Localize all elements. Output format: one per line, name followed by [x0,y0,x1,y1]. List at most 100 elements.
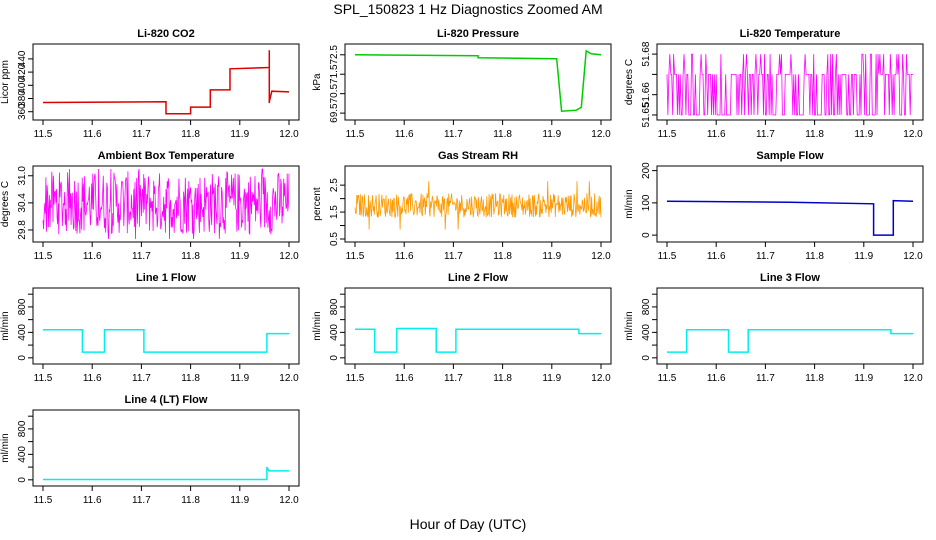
x-tick-label: 11.5 [34,129,53,140]
y-axis-label: ml/min [624,189,635,218]
x-tick-label: 11.5 [34,251,53,262]
y-tick-label: 800 [329,298,340,315]
panel-7: Line 1 Flow ml/min 11.5 11.6 11.7 11.8 11.9 12.… [0,272,300,384]
y-tick-label: 51.66 [641,82,652,107]
panel-title: Line 3 Flow [760,272,820,284]
y-tick-label: 400 [641,324,652,341]
panel-5: Gas Stream RH percent 11.5 11.6 11.7 11.8 11.9… [312,150,612,262]
y-tick-label: 51.68 [641,41,652,66]
x-tick-label: 11.9 [230,251,249,262]
y-tick-label: 800 [17,420,28,437]
panel-3: Li-820 Temperature degrees C 11.5 11.6 11.7 1… [624,28,924,140]
x-tick-label: 11.7 [132,373,151,384]
x-tick-label: 11.6 [707,251,726,262]
x-tick-label: 11.7 [444,129,463,140]
x-tick-label: 11.7 [444,251,463,262]
x-tick-label: 12.0 [591,251,611,262]
series-line [354,181,602,230]
x-tick-label: 11.8 [805,129,824,140]
y-tick-label: 0 [17,477,28,483]
y-axis-label: kPa [312,73,323,91]
x-tick-label: 11.6 [707,129,726,140]
y-axis-label: degrees C [0,181,11,227]
panel-title: Sample Flow [756,150,824,162]
y-axis-label: degrees C [624,59,635,105]
x-tick-label: 11.8 [181,251,200,262]
x-tick-label: 12.0 [591,373,611,384]
panel-title: Li-820 CO2 [137,28,194,40]
panel-2: Li-820 Pressure kPa 11.5 11.6 11.7 11.8 11.9 12… [312,28,612,140]
y-tick-label: 800 [641,298,652,315]
y-tick-label: 100 [641,194,652,211]
y-tick-label: 360 [17,103,28,120]
y-axis-label: ml/min [624,311,635,340]
y-tick-label: 0 [329,355,340,361]
panel-title: Ambient Box Temperature [98,150,235,162]
panel-9: Line 3 Flow ml/min 11.5 11.6 11.7 11.8 11.9 12.… [624,272,924,384]
y-tick-label: 420 [17,63,28,80]
x-tick-label: 11.5 [34,373,53,384]
panel-10: Line 4 (LT) Flow ml/min 11.5 11.6 11.7 11.8 11… [0,394,300,506]
y-tick-label: 0.5 [329,232,340,246]
y-axis-label: ml/min [0,311,11,340]
x-tick-label: 11.9 [542,129,561,140]
y-tick-label: 800 [17,298,28,315]
y-tick-label: 30.4 [17,193,28,213]
x-tick-label: 11.8 [181,495,200,506]
x-tick-label: 11.8 [493,251,512,262]
series-line [355,327,601,353]
panel-title: Line 2 Flow [448,272,508,284]
x-tick-label: 12.0 [279,373,299,384]
x-tick-label: 12.0 [279,495,299,506]
x-tick-label: 11.8 [493,129,512,140]
series-line [42,168,290,240]
panel-title: Li-820 Temperature [740,28,841,40]
y-tick-label: 2.5 [329,178,340,192]
plot-frame [656,287,924,365]
panel-4: Ambient Box Temperature degrees C 11.5 11.6… [0,150,300,262]
main-title: SPL_150823 1 Hz Diagnostics Zoomed AM [333,1,603,17]
x-tick-label: 12.0 [279,251,299,262]
x-tick-label: 11.8 [805,251,824,262]
x-tick-label: 12.0 [903,129,923,140]
x-tick-label: 11.6 [395,251,414,262]
x-tick-label: 11.7 [132,129,151,140]
plot-frame [344,287,612,365]
series-line [43,329,289,353]
y-tick-label: 380 [17,90,28,107]
panel-6: Sample Flow ml/min 11.5 11.6 11.7 11.8 11.9 12.… [624,150,924,262]
x-tick-label: 11.5 [346,129,365,140]
x-tick-label: 11.9 [230,495,249,506]
y-tick-label: 69.5 [329,103,340,123]
y-tick-label: 51.65 [641,102,652,127]
x-tick-label: 12.0 [903,251,923,262]
x-tick-label: 11.9 [542,251,561,262]
x-tick-label: 11.6 [395,129,414,140]
panel-title: Li-820 Pressure [437,28,519,40]
x-tick-label: 12.0 [591,129,611,140]
x-tick-label: 11.9 [230,129,249,140]
y-tick-label: 400 [17,324,28,341]
x-tick-label: 11.5 [658,373,677,384]
plot-frame [344,43,612,121]
plot-frame [32,43,300,121]
panel-title: Line 4 (LT) Flow [125,394,208,406]
plot-frame [32,165,300,243]
y-axis-label: percent [312,187,323,221]
x-tick-label: 11.9 [542,373,561,384]
y-tick-label: 400 [17,446,28,463]
x-tick-label: 11.7 [756,251,775,262]
series-line [43,466,289,481]
x-tick-label: 11.7 [132,251,151,262]
x-tick-label: 12.0 [903,373,923,384]
y-tick-label: 29.8 [17,220,28,240]
y-tick-label: 400 [17,77,28,94]
y-tick-label: 0 [17,355,28,361]
x-tick-label: 11.8 [181,373,200,384]
series-line [42,50,290,115]
x-tick-label: 11.6 [83,495,102,506]
panel-8: Line 2 Flow ml/min 11.5 11.6 11.7 11.8 11.9 12.… [312,272,612,384]
plot-frame [656,165,924,243]
